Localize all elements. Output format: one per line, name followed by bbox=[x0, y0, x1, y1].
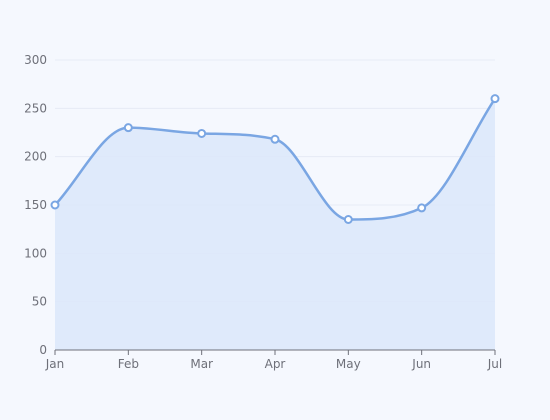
y-tick-label: 100 bbox=[24, 246, 47, 260]
axis-layer bbox=[54, 349, 496, 355]
data-point-feb[interactable] bbox=[123, 123, 133, 133]
data-point-apr[interactable] bbox=[270, 134, 280, 144]
data-point-jun[interactable] bbox=[417, 203, 427, 213]
data-point-jan[interactable] bbox=[50, 200, 60, 210]
x-tick-label: Jul bbox=[487, 357, 502, 371]
x-tick-label: Feb bbox=[118, 357, 139, 371]
y-tick-label: 250 bbox=[24, 101, 47, 115]
x-tick-label: May bbox=[336, 357, 361, 371]
x-tick-label: Apr bbox=[265, 357, 286, 371]
y-tick-label: 150 bbox=[24, 198, 47, 212]
y-tick-label: 200 bbox=[24, 150, 47, 164]
x-tick-label: Mar bbox=[190, 357, 213, 371]
data-point-mar[interactable] bbox=[197, 128, 207, 138]
y-tick-label: 50 bbox=[32, 295, 47, 309]
area-layer bbox=[55, 98, 495, 351]
data-point-jul[interactable] bbox=[490, 94, 500, 104]
data-point-may[interactable] bbox=[343, 215, 353, 224]
y-tick-label: 0 bbox=[39, 343, 47, 357]
x-tick-label: Jan bbox=[45, 357, 65, 371]
label-layer: 0 50 100 150 200 250 300 Jan Feb Mar Apr May Jun Jul bbox=[24, 53, 502, 371]
point-layer bbox=[50, 94, 500, 224]
y-tick-label: 300 bbox=[24, 53, 47, 67]
series-area bbox=[55, 98, 495, 351]
x-tick-label: Jun bbox=[411, 357, 431, 371]
